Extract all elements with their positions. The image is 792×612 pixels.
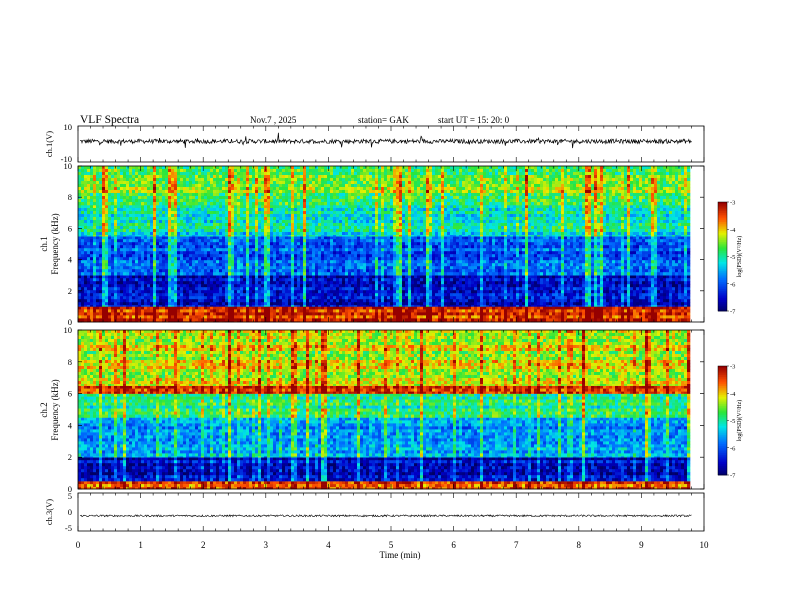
freq-tick-label: 10 [64,325,73,335]
time-tick-label: 6 [451,540,456,550]
colorbar-tick-label: -5 [730,418,735,425]
time-tick-label: 3 [264,540,269,550]
time-tick-label: 2 [201,540,206,550]
colorbar-tick-label: -3 [730,364,735,371]
time-tick-label: 4 [326,540,331,550]
time-tick-label: 0 [76,540,81,550]
time-tick-label: 9 [639,540,644,550]
ch1-spectrogram-ylabel-frequency: Frequency (kHz) [50,213,60,274]
freq-tick-label: 4 [68,420,73,430]
ch1-ylabel: ch.1(V) [44,131,54,157]
time-tick-label: 5 [389,540,394,550]
station-label: station= GAK [358,115,409,125]
colorbar-tick-label: -4 [730,391,736,398]
ch1-spectrogram-image [78,166,704,323]
colorbar-tick-label: -7 [730,309,736,316]
colorbar-tick-label: -5 [730,254,735,261]
time-tick-label: 8 [577,540,582,550]
freq-tick-label: 6 [68,389,72,399]
time-tick-label: 1 [138,540,143,550]
freq-tick-label: 8 [68,192,72,202]
ch3-waveform-line [79,514,692,518]
freq-tick-label: 0 [68,317,72,327]
ch3-waveform-panel: 5 0 -5 ch.3(V) [44,491,705,533]
freq-tick-label: 10 [64,161,73,171]
colorbar-label: log(PSD)(V²/Hz) [736,236,743,277]
colorbar-tick-label: -3 [730,200,735,207]
observation-date: Nov.7 , 2025 [250,115,297,125]
figure-title: VLF Spectra [80,114,139,126]
ch2-spectrogram-panel: 0 2 4 6 8 10 ch.2 Frequency (kHz) -3 -4 -5 -6 -7 l… [39,325,743,494]
ch1-waveform-line [79,132,692,149]
freq-tick-label: 8 [68,357,72,367]
time-axis: 0 1 2 3 4 5 6 7 8 9 10 [76,126,709,550]
ch3-ytick-top: 5 [68,491,72,501]
ch2-spectrogram-ylabel-frequency: Frequency (kHz) [50,379,60,440]
freq-tick-label: 0 [68,484,72,494]
time-tick-label: 10 [700,540,710,550]
ch3-waveform-frame [77,492,705,532]
freq-tick-label: 2 [68,452,72,462]
ch1-ytick-top: 10 [64,122,73,132]
ch1-colorbar: -3 -4 -5 -6 -7 log(PSD)(V²/Hz) [717,200,743,316]
ch2-spectrogram-ylabel-channel: ch.2 [39,402,49,417]
freq-tick-label: 4 [68,255,73,265]
colorbar-label: log(PSD)(V²/Hz) [736,400,743,441]
ch3-ytick-middle: 0 [68,507,72,517]
colorbar-tick-label: -6 [730,445,736,452]
ch1-spectrogram-panel: 0 2 4 6 8 10 ch.1 Frequency (kHz) -3 -4 -5 -6 -7 l… [39,161,743,327]
start-time-label: start UT = 15: 20: 0 [438,115,510,125]
ch1-waveform-panel: 10 -10 ch.1(V) [44,122,705,164]
freq-tick-label: 2 [68,286,72,296]
time-axis-label: Time (min) [380,550,421,560]
ch2-colorbar: -3 -4 -5 -6 -7 log(PSD)(V²/Hz) [717,364,743,480]
freq-tick-label: 6 [68,223,72,233]
ch3-ylabel: ch.3(V) [44,499,54,525]
ch1-spectrogram-ylabel-channel: ch.1 [39,236,49,251]
ch2-spectrogram-image [78,330,704,490]
ch1-waveform-frame [77,125,705,163]
colorbar-tick-label: -7 [730,473,736,480]
colorbar-tick-label: -4 [730,227,736,234]
colorbar-tick-label: -6 [730,281,736,288]
ch3-ytick-bottom: -5 [65,523,72,533]
time-tick-label: 7 [514,540,519,550]
ch1-ytick-bottom: -10 [61,154,72,164]
